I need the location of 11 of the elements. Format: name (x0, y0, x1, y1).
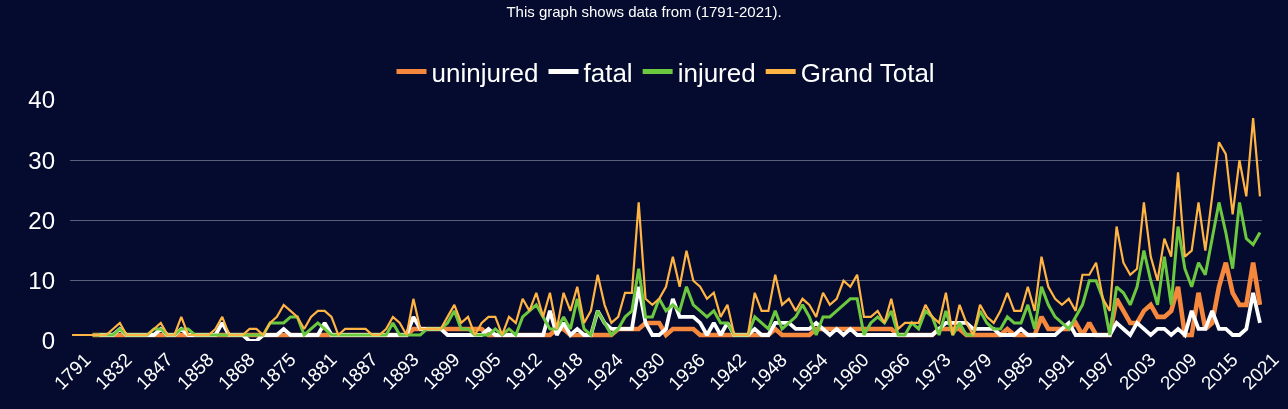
legend-label: injured (677, 57, 756, 88)
y-tick-label: 0 (41, 327, 55, 355)
legend-label: uninjured (431, 57, 539, 88)
chart-title: This graph shows data from (1791-2021). (506, 2, 782, 20)
line-series (70, 116, 1262, 337)
y-tick-label: 10 (28, 267, 55, 295)
y-tick-label: 40 (28, 86, 55, 114)
y-tick-label: 30 (28, 146, 55, 174)
legend-label: fatal (583, 57, 633, 88)
legend-label: Grand Total (800, 57, 935, 88)
y-tick-label: 20 (28, 206, 55, 234)
